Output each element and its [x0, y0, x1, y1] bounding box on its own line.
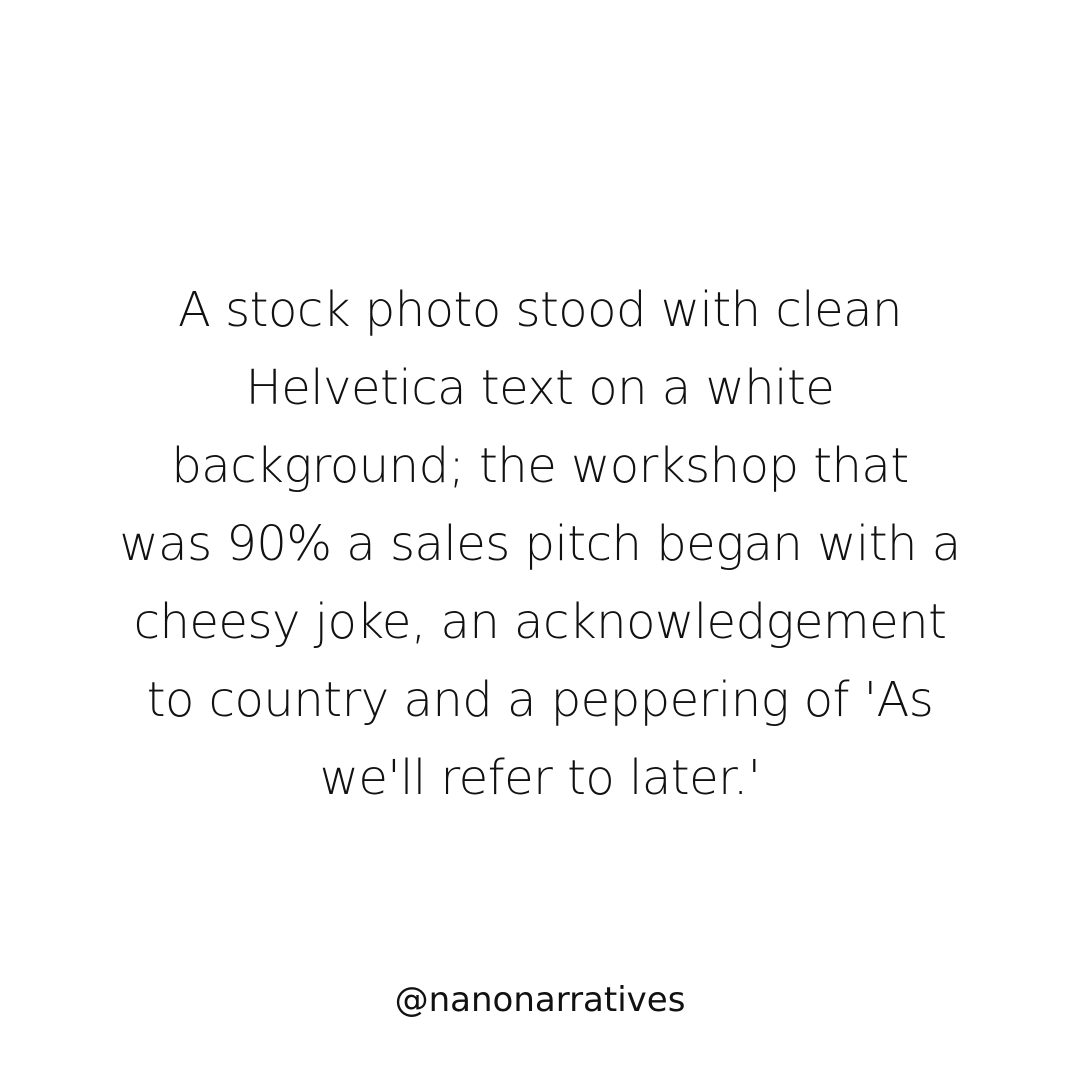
story-line: to country and a peppering of 'As [146, 672, 934, 728]
author-handle: @nanonarratives [394, 980, 686, 1020]
story-line: cheesy joke, an acknowledgement [133, 594, 947, 650]
story-line: background; the workshop that [171, 438, 909, 494]
story-line: A stock photo stood with clean [178, 282, 902, 338]
story-text: A stock photo stood with clean Helvetica… [70, 271, 1010, 817]
story-line: Helvetica text on a white [245, 360, 835, 416]
story-line: was 90% a sales pitch began with a [119, 516, 961, 572]
story-line: we'll refer to later.' [319, 750, 761, 806]
